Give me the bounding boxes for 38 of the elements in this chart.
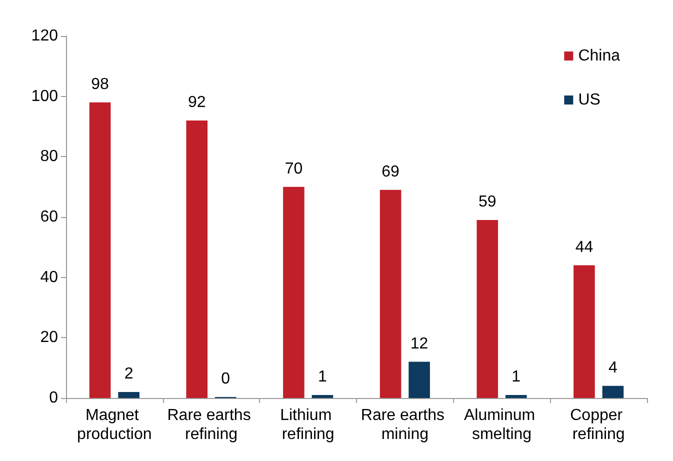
x-tick-label: Lithium refining (280, 407, 336, 443)
data-label: 2 (124, 365, 134, 382)
y-tick-label: 120 (31, 28, 58, 44)
data-label: 69 (382, 163, 400, 180)
y-tick-label: 60 (40, 208, 58, 226)
y-tick-label: 20 (40, 329, 58, 346)
bar (574, 265, 595, 398)
bar (476, 220, 498, 398)
data-label: 70 (284, 160, 303, 178)
data-label: 4 (608, 359, 618, 376)
bar (408, 362, 430, 398)
legend-label: China (578, 48, 620, 64)
bar (602, 386, 624, 398)
bar (89, 102, 111, 398)
bar (118, 392, 140, 398)
y-tick-label: 80 (40, 148, 58, 166)
x-tick-label: Rare earths refining (167, 407, 256, 443)
data-label: 92 (188, 94, 206, 111)
bar (380, 190, 402, 398)
data-label: 59 (478, 194, 496, 211)
data-label: 44 (575, 238, 594, 256)
bar (186, 120, 208, 398)
data-label: 98 (91, 76, 110, 93)
data-label: 12 (410, 335, 428, 352)
bar (312, 394, 334, 398)
x-tick-label: Aluminum smelting (464, 407, 540, 443)
bar (505, 394, 527, 398)
y-tick-label: 0 (49, 390, 58, 406)
y-tick-label: 40 (40, 268, 58, 286)
data-label: 0 (221, 370, 230, 388)
x-tick-label: Magnet production (77, 407, 152, 443)
bar (283, 186, 304, 398)
y-tick-label: 100 (31, 88, 58, 105)
x-tick-label: Copper refining (570, 407, 628, 443)
legend-label: US (578, 92, 600, 108)
data-label: 1 (318, 368, 328, 386)
x-tick-label: Rare earths mining (360, 407, 449, 443)
data-label: 1 (512, 368, 521, 386)
